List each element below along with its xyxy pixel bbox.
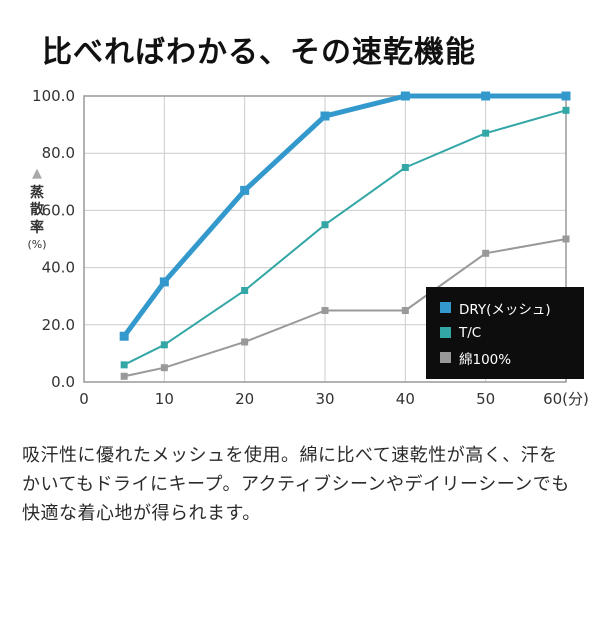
legend-label: DRY(メッシュ)	[459, 301, 551, 318]
x-tick-label: 30	[315, 390, 334, 408]
marker-dry-mesh	[481, 91, 491, 100]
y-axis-label-char: 散	[30, 202, 44, 219]
x-tick-label: 10	[155, 390, 174, 408]
legend-swatch-dry-mesh	[440, 302, 451, 313]
legend-item-dry-mesh: DRY(メッシュ)	[440, 298, 570, 318]
legend-label: T/C	[459, 324, 482, 341]
x-tick-label: 20	[235, 390, 254, 408]
y-axis-label-char: 率	[30, 219, 44, 236]
chart-legend: DRY(メッシュ) T/C 綿100%	[426, 286, 584, 379]
marker-tc	[482, 129, 490, 137]
y-tick-label: 20.0	[42, 315, 75, 333]
marker-dry-mesh	[320, 111, 330, 121]
marker-dry-mesh	[561, 91, 571, 100]
page-title: 比べればわかる、その速乾機能	[42, 35, 476, 70]
y-axis-label-char: 蒸	[30, 184, 44, 201]
marker-cotton-100	[562, 235, 570, 242]
marker-cotton-100	[401, 306, 409, 314]
legend-item-cotton: 綿100%	[440, 348, 570, 368]
marker-tc	[321, 220, 329, 228]
x-tick-label: 0	[79, 390, 89, 408]
marker-dry-mesh	[119, 331, 129, 341]
x-tick-label: 40	[396, 390, 415, 408]
y-axis-label: ▲ 蒸 散 率 (%)	[26, 166, 48, 253]
y-tick-label: 80.0	[42, 144, 75, 162]
quick-dry-chart: 0.0 20.0 40.0 60.0 80.0 100.0 0 10 20 30 40 50 60(分)…	[0, 82, 600, 427]
legend-swatch-cotton	[440, 352, 451, 363]
page: 比べればわかる、その速乾機能 0.0 20.0 40.0 60.0 80.0 100.0 0…	[0, 34, 600, 634]
triangle-icon: ▲	[32, 165, 42, 181]
legend-swatch-tc	[440, 327, 451, 338]
y-tick-label: 40.0	[42, 258, 75, 276]
marker-tc	[120, 360, 128, 368]
marker-tc	[241, 286, 249, 294]
marker-cotton-100	[120, 372, 128, 380]
marker-cotton-100	[160, 363, 168, 371]
marker-tc	[160, 340, 168, 348]
marker-dry-mesh	[240, 185, 250, 195]
marker-cotton-100	[241, 337, 249, 345]
chart-canvas: 0.0 20.0 40.0 60.0 80.0 100.0 0 10 20 30 40 50 60(分)	[32, 87, 589, 408]
marker-cotton-100	[321, 306, 329, 314]
marker-cotton-100	[482, 249, 490, 257]
marker-tc	[401, 163, 409, 171]
description-text: 吸汗性に優れたメッシュを使用。綿に比べて速乾性が高く、汗をかいてもドライにキープ…	[22, 444, 570, 524]
legend-label: 綿100%	[459, 351, 512, 368]
y-tick-label: 100.0	[32, 87, 75, 105]
y-tick-label: 0.0	[51, 373, 75, 391]
x-tick-label: 60(分)	[543, 390, 589, 408]
marker-dry-mesh	[159, 276, 169, 286]
x-tick-label: 50	[476, 390, 495, 408]
y-axis-label-unit: (%)	[27, 238, 47, 252]
legend-item-tc: T/C	[440, 325, 570, 341]
y-tick-label: 60.0	[42, 201, 75, 219]
marker-tc	[562, 106, 570, 114]
marker-dry-mesh	[400, 91, 410, 100]
